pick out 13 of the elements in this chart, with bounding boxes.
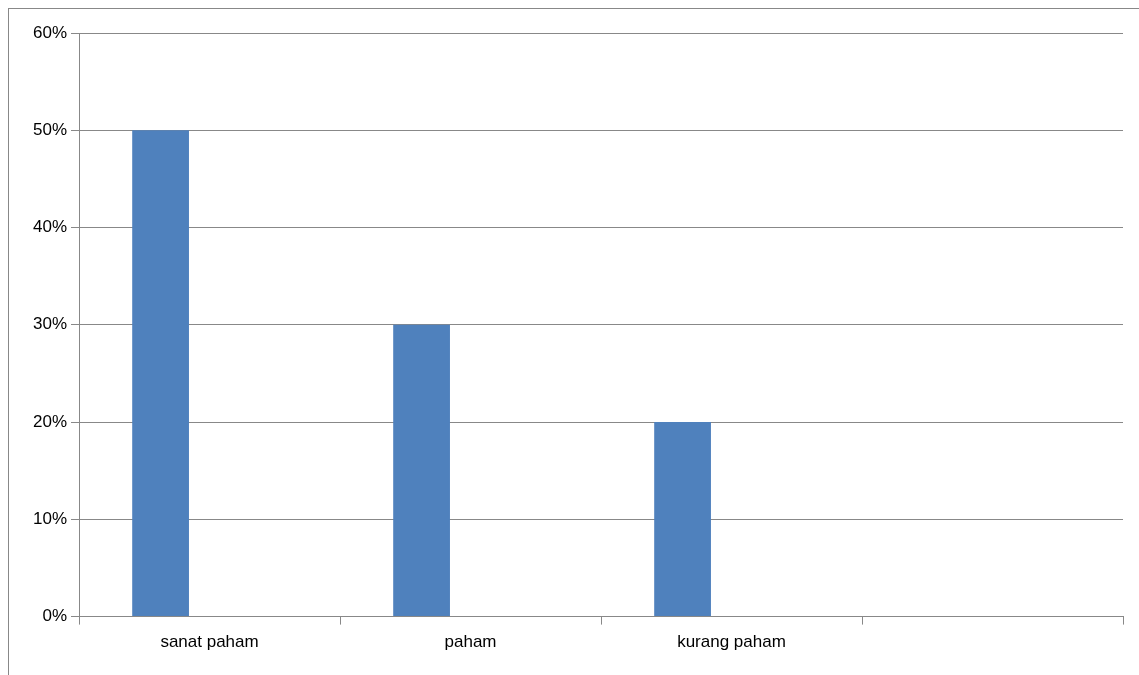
bar (132, 130, 189, 617)
y-tick-label: 20% (32, 411, 68, 431)
bar (393, 324, 450, 617)
y-tick-label: 10% (32, 509, 68, 529)
y-tick-label: 30% (32, 314, 68, 334)
y-tick-label: 50% (32, 119, 68, 139)
y-tick-label: 40% (32, 217, 68, 237)
bar (654, 422, 711, 617)
x-tick-label: paham (444, 632, 497, 652)
x-tick-label: sanat paham (160, 632, 259, 652)
x-tick-label: kurang paham (677, 632, 786, 652)
y-tick-label: 0% (42, 606, 68, 626)
y-tick-label: 60% (32, 22, 68, 42)
